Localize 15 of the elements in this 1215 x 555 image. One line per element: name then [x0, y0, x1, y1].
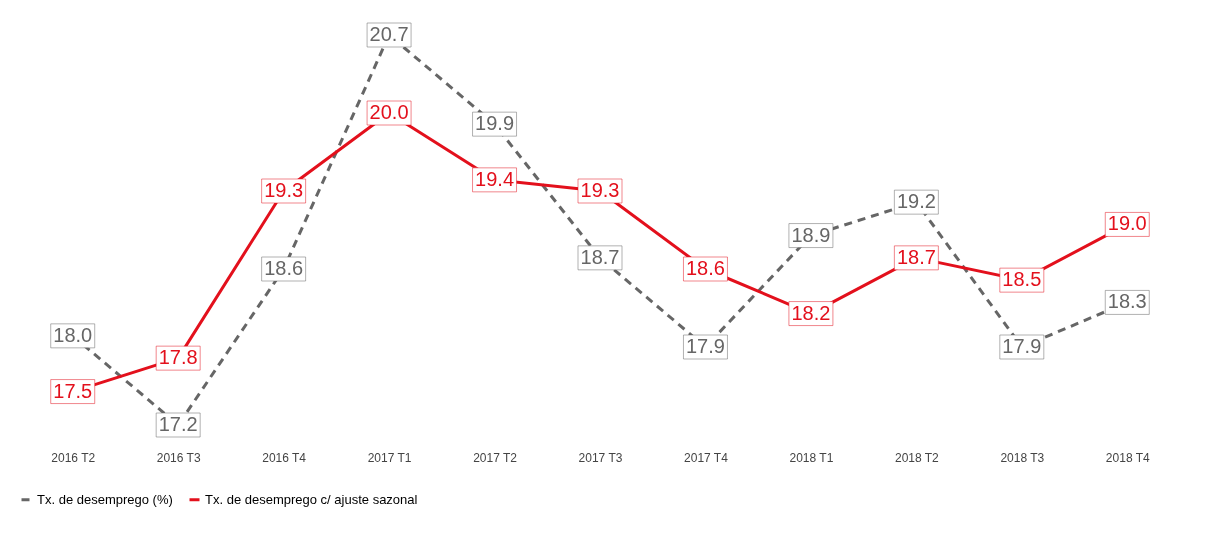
x-tick-label: 2017 T2: [473, 450, 518, 465]
x-tick-label: 2017 T3: [578, 450, 623, 465]
data-label: 17.5: [53, 379, 93, 402]
legend-label: Tx. de desemprego c/ ajuste sazonal: [205, 491, 418, 507]
x-tick-label: 2018 T2: [894, 450, 940, 465]
x-tick-label: 2018 T4: [1105, 450, 1150, 465]
x-tick-label: 2018 T1: [789, 450, 834, 465]
x-tick-label: 2018 T3: [1000, 450, 1045, 465]
x-tick-label: 2017 T4: [684, 450, 729, 465]
data-label: 18.0: [53, 323, 93, 346]
x-tick-label: 2016 T3: [156, 450, 201, 465]
x-tick-label: 2016 T2: [51, 450, 96, 465]
x-tick-label: 2016 T4: [262, 450, 307, 465]
legend-label: Tx. de desemprego (%): [37, 491, 173, 507]
x-tick-label: 2017 T1: [367, 450, 412, 465]
